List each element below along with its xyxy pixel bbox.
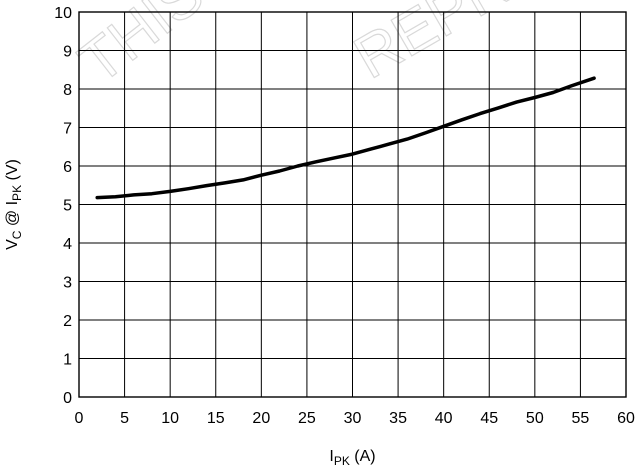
x-axis-label-main: I [329,448,333,465]
x-tick-label: 30 [344,410,362,427]
x-tick-label: 35 [389,410,407,427]
x-tick-label: 10 [161,410,179,427]
y-axis-label-unit: (V) [4,159,21,185]
x-tick-label: 0 [75,410,84,427]
x-tick-label: 55 [572,410,590,427]
y-tick-label: 7 [63,121,72,138]
y-tick-label: 0 [63,390,72,407]
y-tick-label: 4 [63,236,72,253]
y-tick-label: 2 [63,313,72,330]
plot-frame [78,11,627,398]
y-axis-label-sub2: PK [10,185,24,201]
x-tick-label: 5 [120,410,129,427]
y-tick-label: 8 [63,82,72,99]
watermark: THIS DE REPRE [66,0,556,97]
watermark-text-1: THIS DE [67,0,295,96]
x-tick-labels: 0 5 10 15 20 25 30 35 40 45 50 55 60 [75,410,635,427]
x-axis-label: IPK (A) [329,448,375,468]
watermark-text-2: REPRE [343,0,556,91]
y-axis-label-mid: @ I [4,201,21,231]
y-axis-label-main: V [4,239,21,250]
y-tick-label: 6 [63,159,72,176]
x-axis-label-sub: PK [334,454,350,468]
x-axis-label-unit: (A) [350,448,376,465]
y-tick-labels: 0 1 2 3 4 5 6 7 8 9 10 [54,5,72,407]
y-axis-label-sub1: C [10,230,24,239]
y-tick-label: 5 [63,198,72,215]
y-axis-label: VC @ IPK (V) [4,159,24,250]
x-tick-label: 15 [207,410,225,427]
series-layer [95,76,596,200]
series-line-1 [95,76,596,200]
y-tick-label: 1 [63,352,72,369]
x-tick-label: 25 [298,410,316,427]
grid [78,11,627,398]
y-tick-label: 3 [63,275,72,292]
x-tick-label: 40 [435,410,453,427]
x-tick-label: 45 [480,410,498,427]
x-tick-label: 60 [617,410,635,427]
x-tick-label: 20 [252,410,270,427]
x-tick-label: 50 [526,410,544,427]
y-tick-label: 9 [63,44,72,61]
y-tick-label: 10 [54,5,72,22]
